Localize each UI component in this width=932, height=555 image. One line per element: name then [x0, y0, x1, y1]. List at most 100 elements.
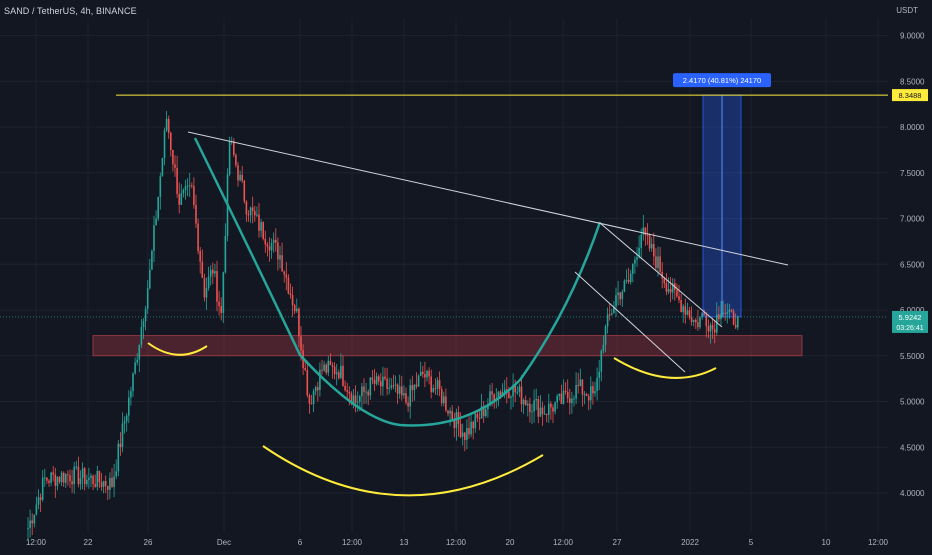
symbol-title: SAND / TetherUS, 4h, BINANCE [4, 6, 137, 16]
x-tick-label: 6 [298, 538, 303, 547]
candle-body [440, 389, 443, 404]
candle-body [338, 372, 340, 378]
candle-body [373, 379, 376, 384]
candle-body [459, 424, 462, 437]
candle-body [233, 141, 235, 155]
y-tick-label: 6.5000 [900, 260, 925, 269]
candle-body [480, 406, 483, 419]
candle-body [285, 274, 288, 278]
candle-body [94, 484, 96, 487]
candle-body [241, 174, 243, 181]
candle-body [613, 306, 615, 314]
candle-body [102, 481, 105, 487]
candle-body [310, 403, 313, 405]
candle-body [264, 238, 267, 245]
candle-body [493, 394, 495, 401]
candle-body [146, 288, 149, 309]
candle-body [60, 472, 63, 482]
candle-body [443, 396, 445, 404]
candle-body [214, 271, 216, 274]
x-tick-label: 12:00 [553, 538, 574, 547]
candle-body [514, 384, 516, 393]
candle-body [426, 370, 428, 378]
candle-body [67, 474, 69, 476]
candle-body [207, 276, 210, 289]
y-tick-label: 5.5000 [900, 352, 925, 361]
candle-body [56, 477, 59, 486]
candle-body [277, 242, 279, 260]
candle-body [638, 247, 640, 258]
candle-body [298, 308, 300, 337]
candle-body [472, 421, 474, 429]
candle-body [705, 314, 708, 327]
candle-body [312, 391, 315, 405]
candle-body [331, 365, 334, 367]
candle-body [699, 317, 701, 328]
candle-body [422, 371, 424, 375]
candle-body [562, 390, 565, 404]
candle-body [293, 305, 296, 312]
candle-body [524, 399, 527, 406]
candle-body [489, 391, 491, 405]
candle-body [577, 384, 579, 386]
candle-body [428, 370, 430, 377]
candle-body [734, 324, 737, 328]
x-tick-label: 26 [144, 538, 153, 547]
candle-body [98, 470, 101, 483]
candle-body [661, 271, 663, 279]
candle-body [711, 325, 714, 330]
candle-body [476, 413, 479, 418]
candle-body [398, 386, 401, 394]
candle-body [585, 394, 588, 396]
candle-body [676, 289, 678, 297]
candle-body [592, 386, 594, 394]
candle-body [695, 319, 697, 323]
candle-body [369, 377, 372, 396]
candle-body [722, 312, 724, 314]
candle-body [201, 261, 204, 278]
candle-body [478, 417, 481, 419]
last-price-label: 5.9242 [899, 313, 922, 322]
candle-body [237, 165, 239, 181]
y-tick-label: 9.0000 [900, 32, 925, 41]
candle-body [468, 428, 470, 435]
candle-body [138, 344, 141, 360]
candle-body [287, 277, 290, 294]
candle-body [634, 259, 636, 264]
candle-body [650, 243, 653, 249]
candle-body [415, 384, 418, 387]
candle-body [503, 389, 506, 393]
candle-body [684, 306, 687, 315]
candle-body [249, 207, 252, 216]
candle-body [92, 475, 94, 485]
candle-body [346, 390, 348, 392]
candle-body [602, 344, 605, 351]
candle-body [296, 308, 298, 312]
candle-body [188, 185, 191, 187]
candle-body [314, 387, 317, 392]
candle-body [627, 279, 630, 283]
candle-body [50, 472, 52, 483]
candle-body [359, 396, 361, 402]
candle-body [541, 407, 544, 414]
candle-body [205, 288, 208, 298]
candle-body [713, 329, 716, 333]
candle-body [83, 468, 86, 485]
candle-body [407, 402, 409, 407]
candle-body [245, 201, 248, 215]
x-tick-label: 27 [613, 538, 622, 547]
candle-body [256, 214, 258, 216]
countdown-label: 03:26:41 [896, 325, 923, 332]
candle-body [667, 288, 670, 292]
y-tick-label: 7.5000 [900, 169, 925, 178]
candle-body [142, 321, 145, 328]
candle-body [724, 312, 726, 314]
candle-body [159, 176, 162, 197]
candle-body [583, 394, 586, 396]
candle-body [176, 167, 178, 194]
candle-body [646, 234, 649, 236]
candle-body [44, 477, 46, 479]
